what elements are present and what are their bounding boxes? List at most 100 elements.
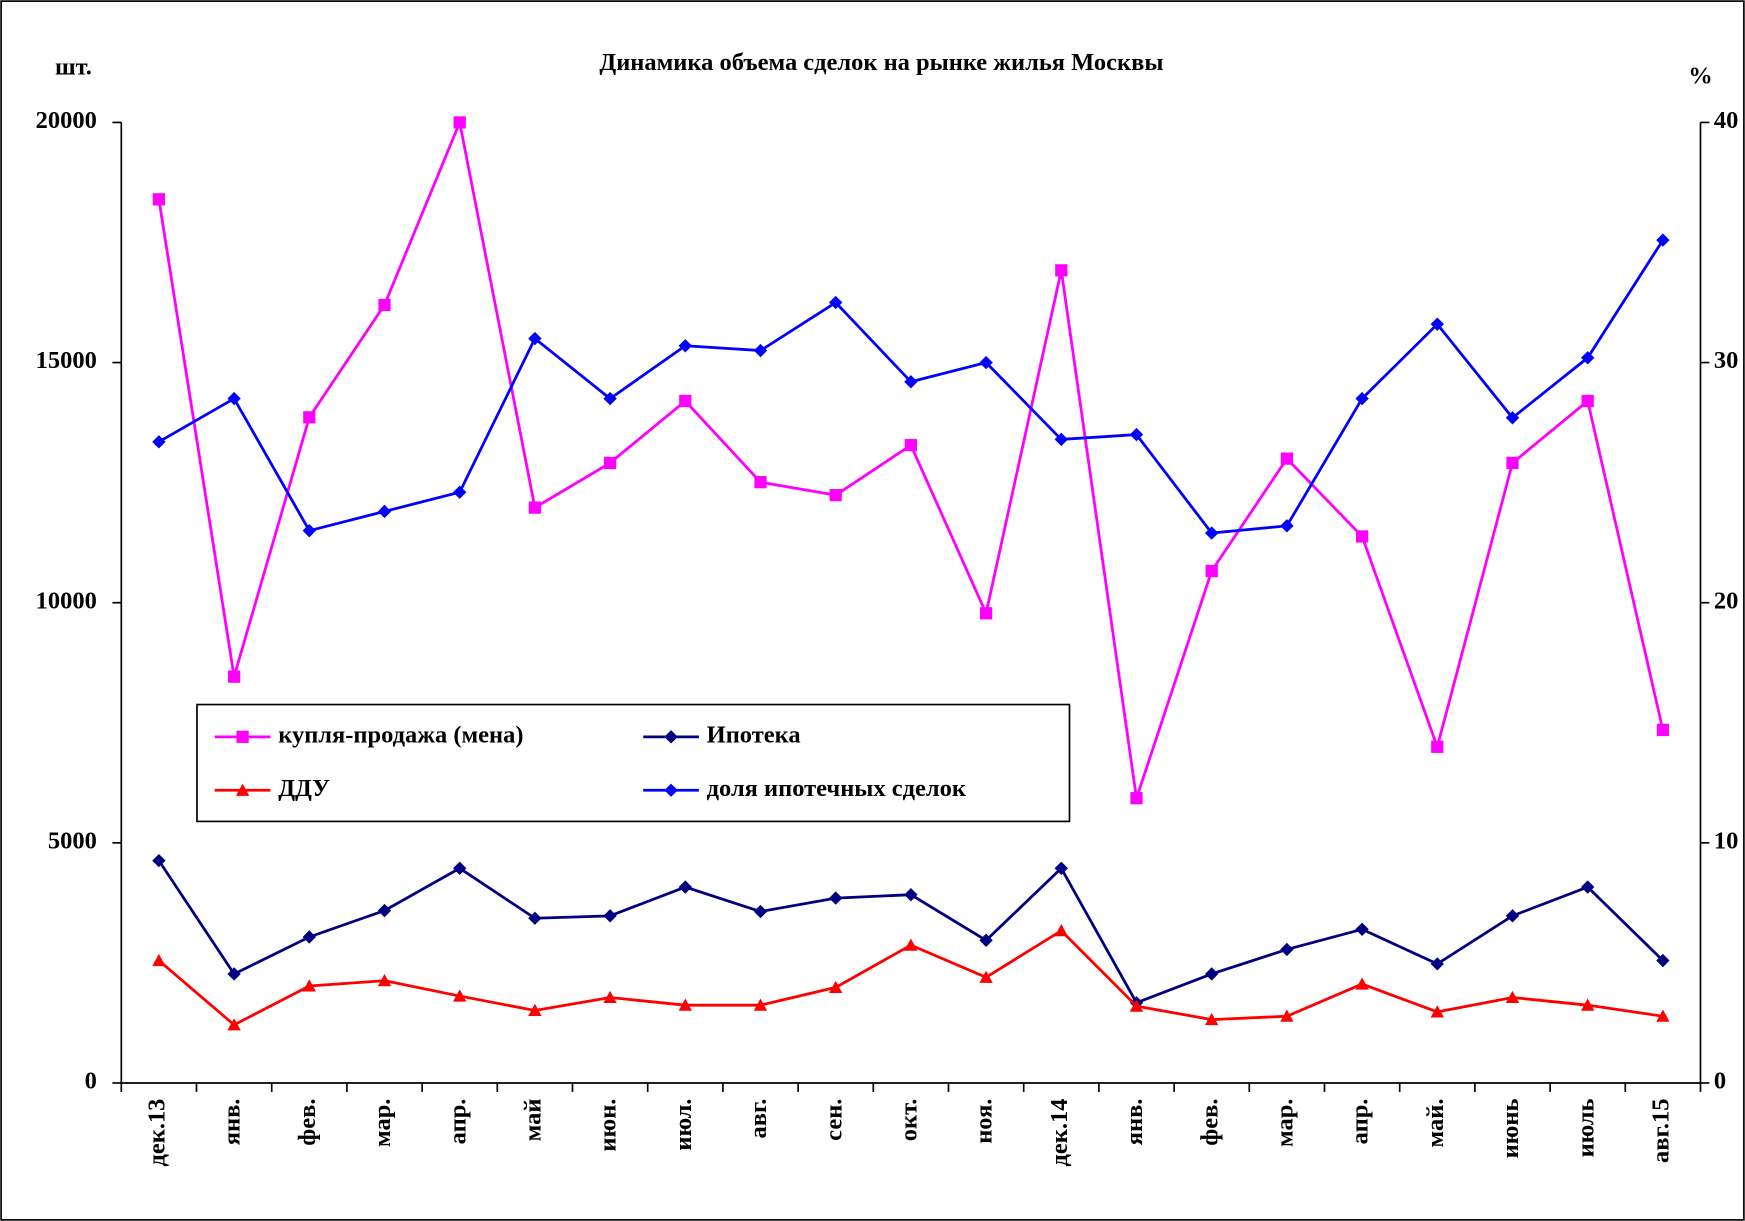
data-point xyxy=(1205,564,1218,578)
data-point xyxy=(453,861,467,875)
y-tick-label: 0 xyxy=(85,1068,97,1095)
data-point xyxy=(678,339,692,353)
data-point xyxy=(528,501,542,514)
data-point xyxy=(603,456,617,470)
data-point xyxy=(603,990,617,1004)
x-tick-label: мар. xyxy=(369,1099,396,1147)
data-point xyxy=(1355,530,1369,543)
y2-tick-label: 20 xyxy=(1714,587,1738,614)
data-point xyxy=(1581,394,1594,408)
x-tick-label: ноя. xyxy=(971,1099,998,1144)
x-tick-label: апр. xyxy=(1347,1099,1374,1145)
y2-axis-label: % xyxy=(1688,63,1712,90)
x-tick-label: май. xyxy=(1422,1099,1449,1148)
data-point xyxy=(152,953,166,967)
data-point xyxy=(829,295,843,310)
y-tick-label: 5000 xyxy=(48,827,97,854)
data-point xyxy=(453,989,467,1002)
data-point xyxy=(1055,264,1068,277)
data-point xyxy=(678,880,692,894)
x-tick-label: янв. xyxy=(219,1099,246,1146)
x-tick-label: янв. xyxy=(1121,1099,1148,1146)
data-point xyxy=(227,1018,241,1031)
data-point xyxy=(904,938,918,951)
legend-marker xyxy=(664,730,678,744)
legend-marker xyxy=(236,730,249,743)
data-point xyxy=(1656,723,1670,737)
data-point xyxy=(152,853,166,868)
x-tick-label: дек.13 xyxy=(144,1099,171,1167)
y2-tick-label: 10 xyxy=(1714,827,1738,854)
legend-label: доля ипотечных сделок xyxy=(707,775,967,802)
data-point xyxy=(227,967,241,981)
x-tick-label: июнь xyxy=(1497,1099,1524,1159)
data-point xyxy=(453,485,467,499)
x-tick-label: авг.15 xyxy=(1648,1099,1675,1163)
data-point xyxy=(1280,519,1294,533)
y2-tick-label: 40 xyxy=(1714,107,1738,134)
data-point xyxy=(152,435,166,449)
data-point xyxy=(1054,432,1068,447)
data-point xyxy=(1205,526,1219,540)
data-point xyxy=(1430,1005,1444,1018)
data-point xyxy=(979,970,993,983)
data-point xyxy=(302,523,316,538)
data-point xyxy=(377,903,392,918)
x-tick-label: сен. xyxy=(820,1099,847,1141)
data-point xyxy=(528,1003,542,1017)
data-point xyxy=(1581,998,1595,1011)
data-point xyxy=(377,504,392,519)
x-tick-label: июл. xyxy=(670,1099,697,1151)
data-point xyxy=(1054,924,1068,937)
data-point xyxy=(678,998,692,1011)
x-tick-label: июль xyxy=(1572,1099,1599,1158)
data-point xyxy=(1431,740,1444,753)
data-point xyxy=(1505,411,1520,425)
data-point xyxy=(302,979,316,992)
data-point xyxy=(829,489,842,502)
legend-marker xyxy=(664,783,678,797)
data-point xyxy=(1205,967,1219,981)
data-point xyxy=(1129,999,1144,1012)
y2-tick-label: 30 xyxy=(1714,347,1738,374)
data-point xyxy=(1656,1009,1670,1022)
data-point xyxy=(753,998,768,1011)
y-tick-label: 10000 xyxy=(36,587,97,614)
y-axis-label: шт. xyxy=(55,54,92,81)
data-point xyxy=(303,411,316,424)
x-tick-label: дек.14 xyxy=(1046,1099,1073,1167)
data-point xyxy=(302,930,316,944)
data-point xyxy=(1656,953,1670,968)
data-point xyxy=(979,607,993,620)
y-tick-label: 15000 xyxy=(36,347,97,374)
data-point xyxy=(227,391,241,406)
chart-title: Динамика объема сделок на рынке жилья Мо… xyxy=(599,49,1163,76)
data-point xyxy=(1054,861,1068,875)
x-tick-label: окт. xyxy=(896,1099,923,1142)
data-point xyxy=(1505,909,1520,923)
data-point xyxy=(679,394,692,408)
legend-label: Ипотека xyxy=(707,721,801,748)
y2-tick-label: 0 xyxy=(1714,1068,1726,1095)
data-point xyxy=(1355,977,1369,990)
legend xyxy=(196,703,1071,823)
x-tick-label: фев. xyxy=(294,1099,321,1146)
x-tick-label: май xyxy=(520,1099,547,1142)
data-point xyxy=(227,670,241,683)
data-point xyxy=(1280,942,1294,957)
x-tick-label: мар. xyxy=(1272,1099,1299,1147)
data-point xyxy=(152,193,166,206)
data-point xyxy=(1280,1009,1294,1022)
legend-label: купля-продажа (мена) xyxy=(278,721,523,748)
data-point xyxy=(378,298,391,312)
data-point xyxy=(979,355,993,370)
data-point xyxy=(603,391,617,406)
data-point xyxy=(377,974,392,987)
data-point xyxy=(603,909,617,923)
data-point xyxy=(904,439,918,452)
data-point xyxy=(1656,233,1670,247)
legend-marker xyxy=(235,783,250,796)
data-point xyxy=(1506,456,1519,470)
